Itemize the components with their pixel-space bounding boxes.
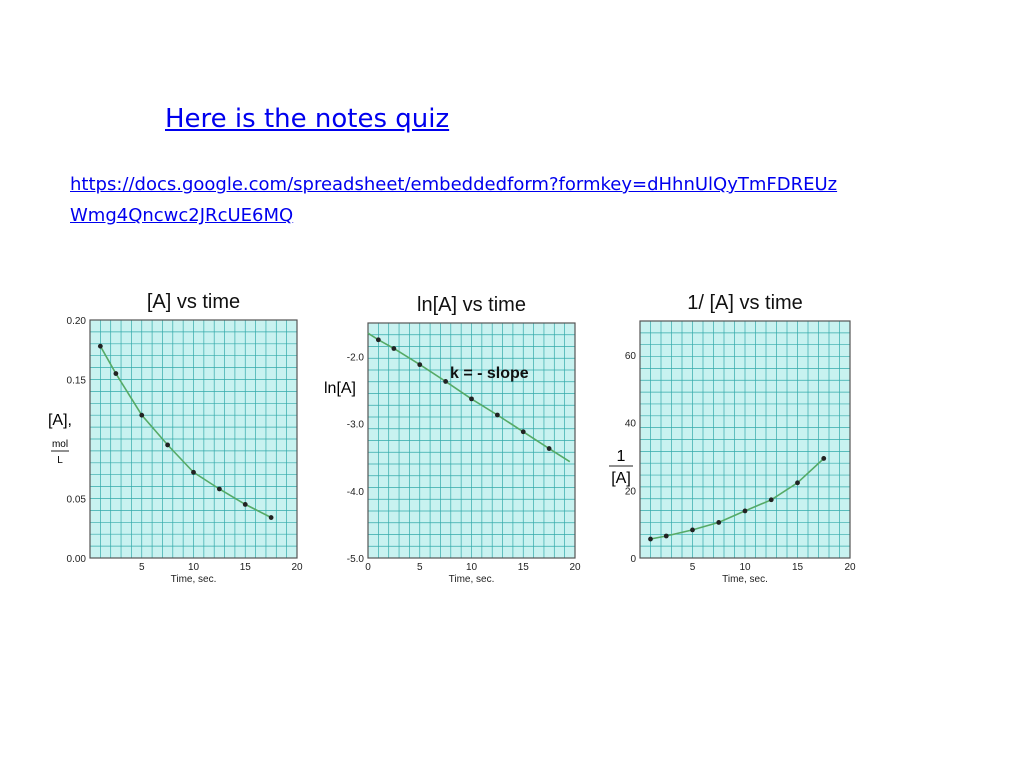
- y-axis-label-denominator: [A]: [611, 470, 631, 487]
- data-point: [242, 502, 248, 507]
- data-point: [165, 442, 171, 448]
- x-tick-label: 5: [417, 562, 423, 573]
- y-tick-label: 40: [625, 419, 637, 430]
- grid: [90, 320, 297, 558]
- data-point: [216, 486, 222, 492]
- y-tick-label: 0.15: [67, 376, 87, 387]
- data-point: [391, 346, 397, 351]
- y-axis-label: [A],: [48, 412, 72, 429]
- chart-title: 1/ [A] vs time: [687, 292, 803, 314]
- data-point: [417, 362, 423, 368]
- chart-2: ln[A] vs time 0 5 10 15 20 -2.0 -3.0 -4.0 -5.0 Tim…: [324, 294, 581, 585]
- data-point: [768, 497, 774, 503]
- grid: [640, 321, 850, 558]
- data-point: [97, 343, 103, 349]
- data-point: [191, 469, 196, 475]
- data-point: [469, 396, 474, 402]
- data-point: [821, 456, 827, 461]
- data-point: [690, 527, 695, 533]
- y-tick-label: -2.0: [347, 353, 365, 364]
- y-axis-label: ln[A]: [324, 380, 356, 397]
- x-tick-label: 5: [139, 562, 145, 573]
- x-tick-label: 0: [365, 562, 371, 573]
- data-point: [520, 429, 526, 435]
- y-tick-label: -3.0: [347, 420, 365, 431]
- y-tick-label: -5.0: [347, 554, 365, 565]
- data-point: [113, 371, 119, 376]
- x-tick-label: 10: [466, 562, 478, 573]
- plot-frame: [89, 319, 298, 559]
- data-point: [795, 480, 800, 486]
- y-tick-label: 60: [625, 351, 637, 362]
- data-point: [375, 337, 381, 343]
- x-axis-label: Time, sec.: [722, 574, 768, 585]
- series-line: [367, 332, 571, 463]
- y-tick-label: 0.20: [67, 316, 87, 327]
- notes-quiz-link[interactable]: Here is the notes quiz: [165, 104, 450, 134]
- data-point: [663, 533, 669, 539]
- slope-annotation: k = - slope: [450, 365, 529, 382]
- plot-frame: [639, 320, 851, 559]
- y-tick-label: 0.05: [67, 495, 87, 506]
- x-tick-label: 20: [844, 562, 856, 573]
- plot-frame: [367, 322, 576, 559]
- data-point: [546, 446, 552, 451]
- chart-1: [A] vs time 5 10 15 20 0.00 0.05 0.15 0.20 Time, …: [48, 291, 303, 585]
- data-point: [742, 508, 748, 514]
- form-url-link[interactable]: https://docs.google.com/spreadsheet/embe…: [70, 174, 838, 195]
- data-point: [139, 412, 145, 418]
- y-tick-label: 0: [630, 554, 636, 565]
- series-line: [650, 457, 825, 540]
- chart-title: [A] vs time: [147, 291, 240, 313]
- x-axis-label: Time, sec.: [449, 574, 495, 585]
- x-tick-label: 5: [690, 562, 696, 573]
- y-tick-label: -4.0: [347, 487, 365, 498]
- x-axis-label: Time, sec.: [171, 574, 217, 585]
- x-tick-label: 20: [291, 562, 303, 573]
- x-tick-label: 10: [739, 562, 751, 573]
- chart-3: 1/ [A] vs time 5 10 15 20 0 20 40 60 Time, sec. 1 […: [609, 292, 856, 585]
- data-point: [268, 515, 274, 520]
- x-tick-label: 15: [518, 562, 530, 573]
- series-line: [99, 345, 272, 519]
- chart-title: ln[A] vs time: [417, 294, 526, 316]
- y-axis-label-numerator: mol: [52, 439, 68, 450]
- data-point: [443, 379, 449, 384]
- x-tick-label: 10: [188, 562, 200, 573]
- y-tick-label: 20: [625, 486, 637, 497]
- data-point: [648, 536, 653, 542]
- y-axis-label-numerator: 1: [617, 448, 626, 465]
- form-url-link-continued[interactable]: Wmg4Qncwc2JRcUE6MQ: [70, 205, 294, 226]
- data-point: [716, 520, 722, 525]
- x-tick-label: 20: [569, 562, 581, 573]
- grid: [368, 323, 575, 558]
- data-point: [494, 412, 500, 418]
- y-axis-label-denominator: L: [57, 455, 63, 466]
- x-tick-label: 15: [240, 562, 252, 573]
- x-tick-label: 15: [792, 562, 804, 573]
- y-tick-label: 0.00: [67, 554, 87, 565]
